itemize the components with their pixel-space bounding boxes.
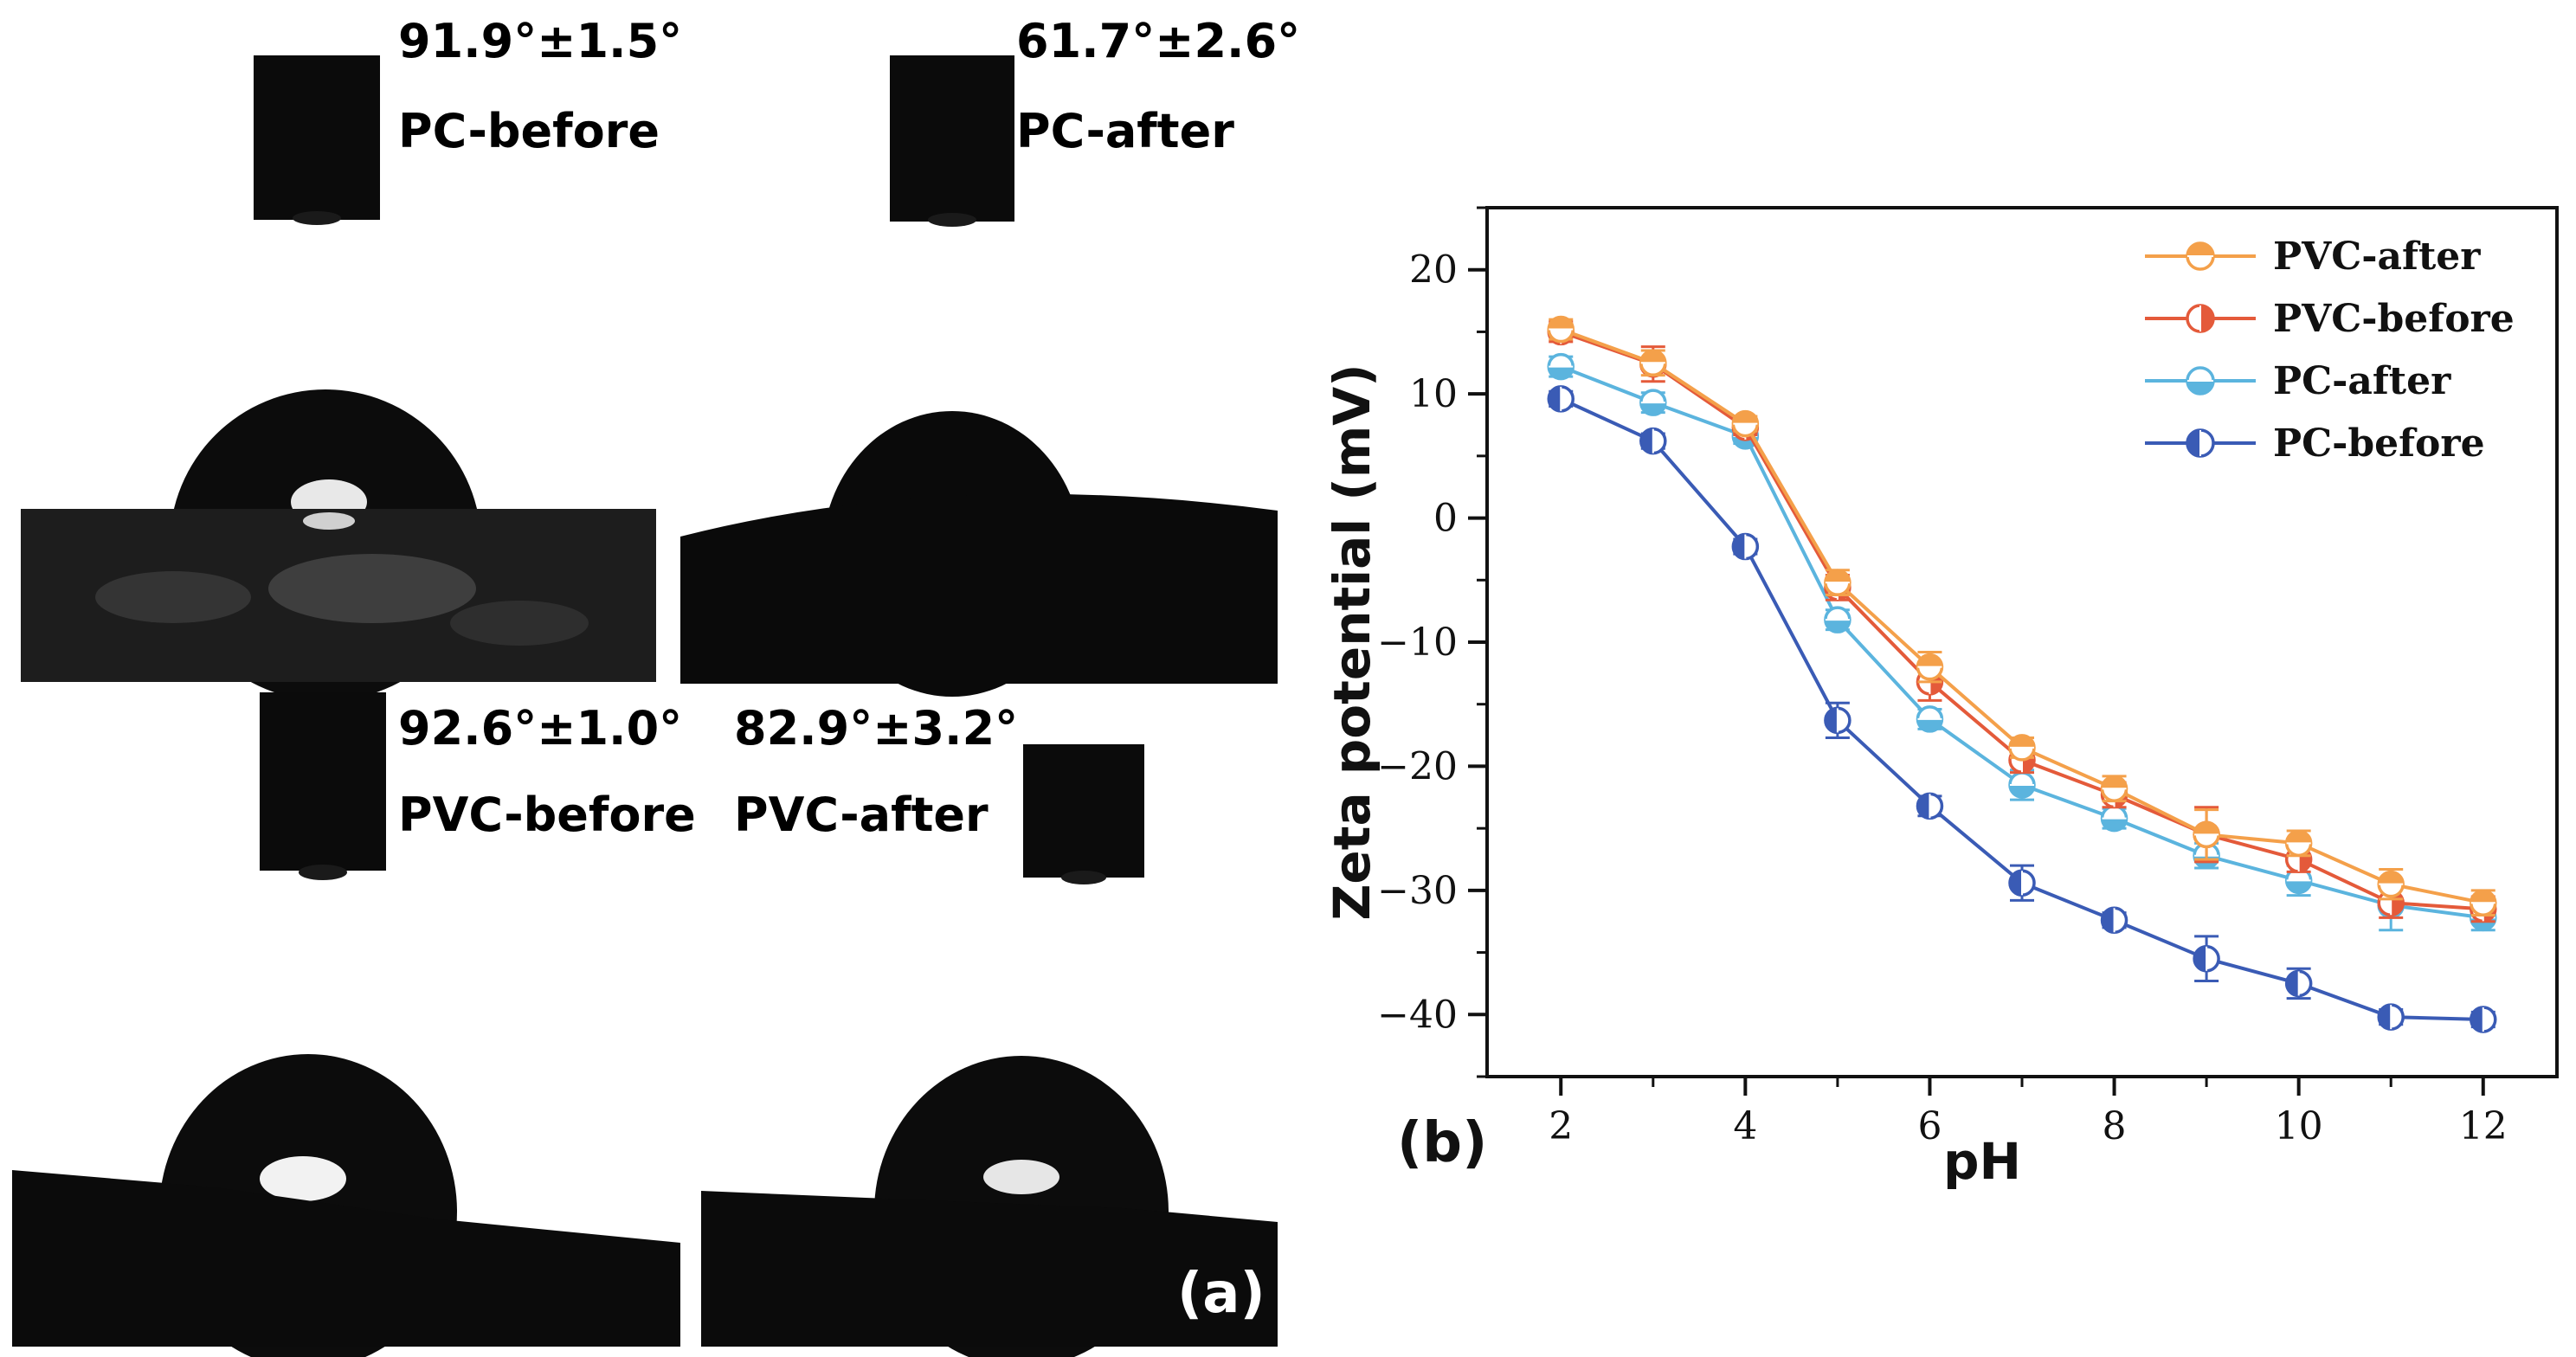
marker-fill	[1825, 708, 1838, 733]
marker-fill	[1825, 620, 1850, 633]
marker-fill	[1549, 386, 1562, 411]
substrate-surface	[12, 1170, 680, 1347]
series-line	[1560, 397, 2483, 1022]
marker-fill	[2200, 305, 2213, 331]
x-axis-title: pH	[1943, 1132, 2021, 1191]
needle-tip	[299, 865, 347, 880]
sample-label-pc-before: PC-before	[398, 104, 660, 158]
angle-label-pc-after: 61.7°±2.6°	[1016, 14, 1300, 68]
x-tick-label: 10	[2275, 1104, 2323, 1148]
panel-b-tag: (b)	[1397, 1111, 1487, 1175]
x-tick-label: 6	[1917, 1104, 1942, 1148]
marker-fill	[1733, 411, 1758, 424]
needle-tip	[928, 213, 976, 227]
y-tick-label: 20	[1409, 248, 1458, 293]
syringe-needle	[254, 55, 380, 220]
y-tick-label: 10	[1409, 372, 1458, 416]
chart-legend: PVC-after PVC-before PC-after PC-before	[2145, 235, 2515, 466]
legend-label: PVC-after	[2273, 235, 2481, 279]
marker-fill	[1917, 794, 1930, 819]
marker-fill	[2194, 822, 2219, 835]
marker-fill	[2286, 831, 2311, 844]
x-tick-label: 2	[1549, 1104, 1573, 1148]
series-layer	[1547, 315, 2497, 1033]
series-pvc-before	[1547, 318, 2497, 923]
marker-fill	[2470, 891, 2496, 904]
y-axis-title: Zeta potential (mV)	[1323, 363, 1381, 920]
marker-fill	[2286, 880, 2311, 893]
marker-fill	[1549, 366, 1574, 379]
syringe-needle	[1023, 744, 1144, 878]
contact-angle-panel: 91.9°±1.5° PC-before 61.7°±2.6° PC-after…	[12, 14, 1300, 1357]
syringe-needle	[260, 692, 386, 871]
series-pc-before	[1547, 385, 2497, 1033]
marker-fill	[1917, 654, 1942, 667]
marker-fill	[1549, 317, 1574, 330]
photo-pc-after	[680, 55, 1278, 697]
angle-label-pvc-after: 82.9°±3.2°	[734, 701, 1018, 756]
legend-item-pvc-before: PVC-before	[2145, 297, 2515, 341]
photo-pvc-before	[12, 692, 680, 1357]
marker-fill	[2010, 735, 2034, 748]
y-tick-label: 0	[1433, 497, 1458, 541]
marker-fill	[2194, 946, 2207, 971]
panel-a-tag: (a)	[1177, 1262, 1265, 1326]
marker-fill	[1640, 428, 1653, 453]
sample-label-pvc-before: PVC-before	[398, 788, 696, 842]
y-tick-label: −20	[1377, 744, 1458, 788]
marker-fill	[2102, 908, 2115, 933]
marker-fill	[1825, 570, 1850, 583]
x-tick-label: 8	[2103, 1104, 2127, 1148]
angle-label-pvc-before: 92.6°±1.0°	[398, 701, 682, 756]
marker-fill	[2102, 776, 2127, 789]
sample-label-pc-after: PC-after	[1016, 104, 1234, 158]
marker-fill	[1640, 402, 1665, 415]
legend-item-pc-before: PC-before	[2145, 421, 2485, 466]
marker-fill	[1640, 351, 1665, 363]
marker-fill	[2286, 971, 2299, 996]
marker-fill	[2379, 871, 2404, 884]
legend-label: PC-after	[2273, 359, 2451, 403]
substrate-surface	[680, 493, 1278, 684]
y-tick-label: −30	[1377, 869, 1458, 913]
legend-item-pvc-after: PVC-after	[2145, 235, 2481, 279]
marker-fill	[2187, 381, 2213, 394]
legend-item-pc-after: PC-after	[2145, 359, 2451, 403]
marker-fill	[2102, 818, 2127, 831]
axis-ticks: 2 4 6 8 10 12 20 10 0 −10 −20 −30 −40	[1377, 206, 2508, 1148]
marker-fill	[2379, 1005, 2392, 1030]
y-tick-label: −40	[1377, 993, 1458, 1037]
legend-label: PVC-before	[2273, 297, 2515, 341]
marker-fill	[2187, 430, 2200, 456]
marker-fill	[1733, 534, 1746, 559]
substrate-surface	[701, 1191, 1278, 1347]
x-tick-label: 4	[1733, 1104, 1757, 1148]
photo-pc-before	[21, 55, 656, 701]
marker-fill	[2187, 243, 2213, 256]
marker-fill	[2010, 871, 2022, 896]
sample-label-pvc-after: PVC-after	[734, 788, 989, 842]
needle-tip	[293, 211, 341, 225]
droplet-highlight	[983, 1160, 1059, 1194]
syringe-needle	[890, 55, 1014, 222]
x-tick-label: 12	[2459, 1104, 2508, 1148]
droplet-highlight	[260, 1156, 346, 1201]
marker-fill	[1917, 718, 1942, 731]
photo-pvc-after	[701, 744, 1278, 1357]
angle-label-pc-before: 91.9°±1.5°	[398, 14, 682, 68]
series-line	[1560, 327, 2484, 905]
legend-label: PC-before	[2273, 421, 2485, 466]
needle-tip	[1061, 871, 1106, 884]
marker-fill	[2010, 784, 2034, 797]
y-tick-label: −10	[1377, 621, 1458, 665]
series-pvc-after	[1547, 315, 2497, 917]
marker-fill	[2470, 1007, 2483, 1032]
